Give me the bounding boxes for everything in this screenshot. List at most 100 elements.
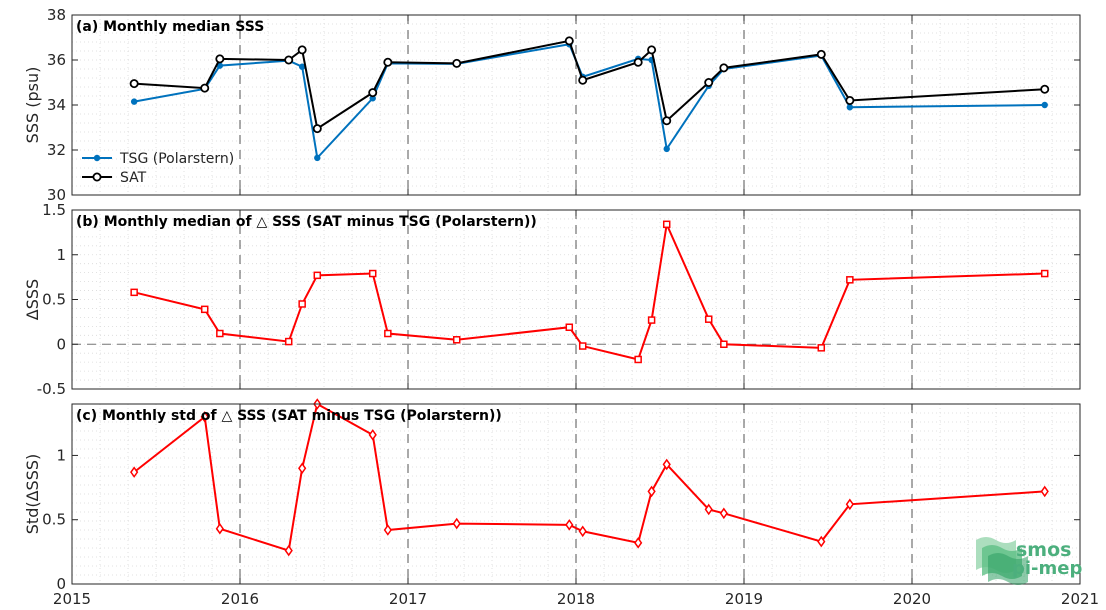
data-point bbox=[578, 525, 587, 538]
legend-label: SAT bbox=[120, 170, 147, 186]
data-point bbox=[284, 337, 293, 346]
y-axis-label: ΔSSS bbox=[23, 279, 42, 320]
data-point bbox=[312, 124, 322, 134]
series-line bbox=[133, 220, 1045, 361]
data-point bbox=[130, 466, 139, 478]
panel-frame bbox=[71, 209, 1081, 390]
data-point bbox=[298, 300, 306, 308]
series-b-0 bbox=[130, 220, 1049, 364]
y-tick-label: 0 bbox=[56, 335, 66, 353]
panel-title: (a) Monthly median SSS bbox=[76, 19, 264, 35]
data-point bbox=[846, 276, 854, 284]
data-point bbox=[1040, 84, 1050, 94]
panel-frame bbox=[71, 403, 1081, 585]
data-point bbox=[368, 88, 378, 98]
data-point bbox=[200, 305, 209, 314]
data-point bbox=[368, 269, 377, 278]
panel-title: (c) Monthly std of △ SSS (SAT minus TSG … bbox=[76, 408, 502, 424]
panel-a: 30 32 34 36 38 (a) Monthly median SSS SSS (psu… bbox=[23, 6, 1081, 204]
data-point bbox=[1040, 485, 1049, 498]
legend-label: TSG (Polarstern) bbox=[119, 151, 234, 167]
y-tick-label: 1 bbox=[56, 246, 66, 264]
y-tick-label: 38 bbox=[47, 6, 66, 24]
x-tick-label: 2019 bbox=[725, 590, 763, 608]
y-tick-label: 1 bbox=[56, 446, 66, 464]
y-tick-label: 32 bbox=[47, 141, 66, 159]
data-point bbox=[200, 83, 210, 93]
x-tick-label: 2016 bbox=[221, 590, 259, 608]
data-point bbox=[662, 458, 671, 471]
legend: TSG (Polarstern) SAT bbox=[82, 151, 234, 186]
data-point bbox=[129, 79, 139, 89]
data-point bbox=[647, 485, 656, 498]
panel-frame bbox=[71, 14, 1081, 196]
chart-panels: 30 32 34 36 38 (a) Monthly median SSS SSS (psu… bbox=[23, 6, 1099, 608]
data-point bbox=[314, 154, 321, 162]
logo-wave-icon bbox=[976, 537, 1028, 585]
series-line bbox=[133, 402, 1045, 552]
y-tick-label: 0.5 bbox=[42, 511, 66, 529]
data-point bbox=[383, 57, 393, 67]
data-point bbox=[298, 462, 307, 475]
panel-b: -0.5 0 0.5 1 1.5 (b) Monthly median of △ SSS … bbox=[23, 201, 1081, 398]
data-point bbox=[383, 524, 392, 536]
data-point bbox=[662, 116, 672, 126]
data-point bbox=[662, 220, 671, 229]
logo-line1: smos bbox=[1016, 539, 1071, 561]
data-point bbox=[634, 537, 643, 549]
data-point bbox=[565, 323, 574, 331]
data-point bbox=[452, 517, 461, 530]
data-point bbox=[130, 98, 138, 105]
panel-title: (b) Monthly median of △ SSS (SAT minus T… bbox=[76, 214, 537, 230]
data-point bbox=[578, 75, 588, 85]
x-tick-label: 2015 bbox=[53, 590, 91, 608]
data-point bbox=[313, 271, 322, 280]
x-tick-label: 2017 bbox=[389, 590, 427, 608]
legend-marker bbox=[93, 154, 101, 162]
data-point bbox=[817, 535, 826, 548]
data-point bbox=[384, 329, 392, 338]
data-point bbox=[452, 336, 461, 344]
data-point bbox=[634, 355, 642, 364]
y-axis-label: SSS (psu) bbox=[23, 67, 42, 144]
data-point bbox=[452, 58, 462, 68]
x-tick-label: 2021 bbox=[1061, 590, 1099, 608]
y-tick-label: 1.5 bbox=[42, 201, 66, 219]
data-point bbox=[216, 329, 224, 338]
data-point bbox=[719, 507, 728, 520]
data-point bbox=[297, 45, 307, 55]
data-point bbox=[720, 340, 728, 348]
y-tick-label: 0 bbox=[56, 575, 66, 593]
smos-pi-mep-logo: smos pi-mep bbox=[976, 537, 1082, 585]
x-tick-label: 2018 bbox=[557, 590, 595, 608]
logo-line2: pi-mep bbox=[1012, 558, 1082, 579]
data-point bbox=[845, 498, 854, 511]
data-point bbox=[633, 57, 643, 67]
data-point bbox=[284, 544, 293, 557]
data-point bbox=[284, 55, 294, 65]
y-axis-label: Std(ΔSSS) bbox=[23, 454, 42, 534]
data-point bbox=[298, 63, 306, 70]
y-tick-label: 36 bbox=[47, 51, 66, 69]
data-point bbox=[816, 49, 826, 59]
series-a-1 bbox=[129, 36, 1050, 134]
data-point bbox=[564, 36, 574, 46]
data-point bbox=[200, 411, 209, 423]
panel-c: 0 0.5 1 2015 2016 2017 2018 2019 2020 2021 (c) Mon… bbox=[23, 398, 1099, 608]
data-point bbox=[846, 104, 854, 111]
y-tick-label: 34 bbox=[47, 96, 66, 114]
data-point bbox=[704, 503, 713, 516]
data-point bbox=[215, 54, 225, 64]
series-c-0 bbox=[130, 398, 1049, 557]
data-point bbox=[647, 316, 656, 324]
data-point bbox=[565, 519, 574, 531]
data-point bbox=[817, 344, 826, 352]
y-tick-label: 30 bbox=[47, 186, 66, 204]
data-point bbox=[663, 145, 670, 153]
data-point bbox=[704, 315, 713, 323]
x-tick-label: 2020 bbox=[893, 590, 931, 608]
y-tick-label: 0.5 bbox=[42, 291, 66, 309]
data-point bbox=[130, 288, 138, 297]
legend-marker bbox=[92, 172, 102, 182]
data-point bbox=[368, 429, 377, 441]
